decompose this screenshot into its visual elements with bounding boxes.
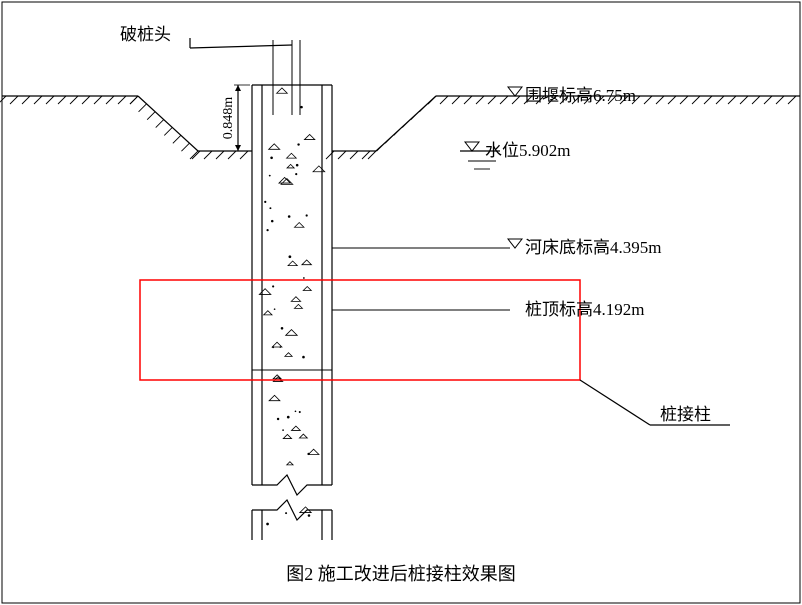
label-pile-joint-column: 桩接柱 (660, 405, 711, 424)
diagram-canvas: 破桩头围堰标高6.75m 水位5.902m 河床底标高4.395m 桩顶标高4.192… (0, 0, 802, 605)
label-water-level: 水位5.902m (485, 141, 570, 160)
label-cofferdam-elev: 围堰标高6.75m (525, 86, 636, 105)
label-pile-top-elev: 桩顶标高4.192m (525, 300, 644, 319)
label-pile-head: 破桩头 (120, 25, 171, 44)
outer-border (2, 2, 800, 603)
highlight-box (140, 280, 580, 380)
label-riverbed-elev: 河床底标高4.395m (525, 238, 661, 257)
figure-caption: 图2 施工改进后桩接柱效果图 (286, 564, 516, 584)
dim-848: 0.848m (221, 97, 236, 140)
